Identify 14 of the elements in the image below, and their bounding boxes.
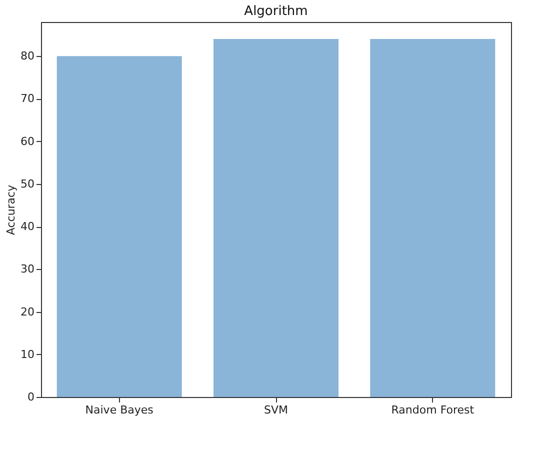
y-tick-label: 20 xyxy=(20,305,34,318)
y-axis-title: Accuracy xyxy=(4,184,18,236)
y-tick-label: 10 xyxy=(20,348,34,361)
y-tick-label: 60 xyxy=(20,134,34,148)
x-tick-label: Random Forest xyxy=(391,404,475,416)
y-tick-label: 50 xyxy=(20,177,34,190)
chart-title: Algorithm xyxy=(244,4,308,19)
y-tick-label: 70 xyxy=(20,92,34,106)
y-tick-label: 80 xyxy=(20,50,34,63)
x-tick-label: SVM xyxy=(264,404,288,416)
x-tick-label: Naive Bayes xyxy=(85,404,154,416)
y-tick-label: 0 xyxy=(28,390,34,404)
y-tick-label: 40 xyxy=(20,220,34,234)
y-tick-label: 30 xyxy=(20,262,34,276)
